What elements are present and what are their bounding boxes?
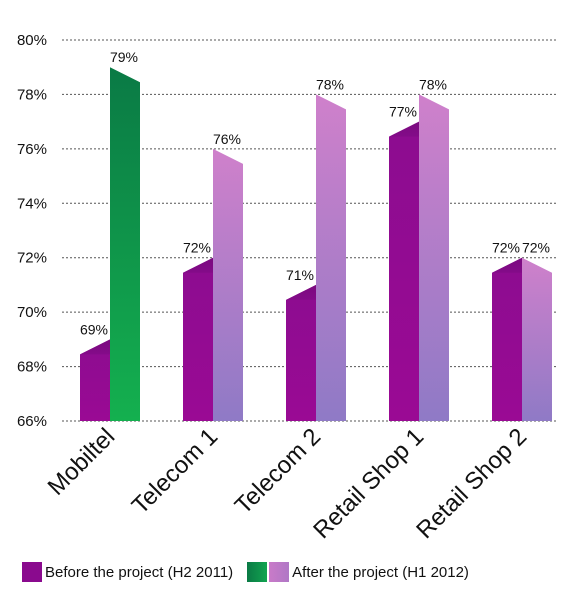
y-tick-label: 76% [17, 141, 47, 158]
legend-swatch-before [22, 562, 42, 582]
legend-swatch-after-pink [269, 562, 290, 582]
bar-after [316, 94, 346, 421]
bar-before [80, 339, 110, 421]
bar-before [492, 257, 522, 421]
y-tick-label: 68% [17, 359, 47, 376]
y-tick-label: 70% [17, 304, 47, 321]
bar-before-top [492, 257, 522, 273]
data-label-before: 69% [80, 321, 108, 337]
legend-swatch-after-green [247, 562, 268, 582]
data-label-before: 72% [183, 240, 211, 256]
data-label-after: 78% [316, 76, 344, 92]
x-tick-label: Mobiltel [43, 423, 121, 501]
bar-after [522, 257, 552, 421]
legend-label-before: Before the project (H2 2011) [45, 563, 234, 581]
bar-before-top [183, 257, 213, 273]
bar-after [213, 148, 243, 421]
legend: Before the project (H2 2011) After the p… [22, 562, 469, 582]
x-tick-label: Retail Shop 2 [411, 423, 532, 544]
x-tick-label: Telecom 2 [230, 423, 326, 519]
legend-label-after: After the project (H1 2012) [292, 563, 469, 581]
data-label-before: 77% [389, 104, 417, 120]
data-label-after: 72% [522, 240, 550, 256]
x-tick-label: Telecom 1 [127, 423, 223, 519]
bar-after-highlight [110, 67, 140, 421]
data-label-before: 71% [286, 267, 314, 283]
y-tick-label: 78% [17, 86, 47, 103]
bar-after [419, 94, 449, 421]
data-label-after: 78% [419, 76, 447, 92]
data-label-after: 79% [110, 49, 138, 65]
y-tick-label: 74% [17, 195, 47, 212]
bar-before-top [80, 339, 110, 355]
bar-before [389, 121, 419, 422]
data-label-after: 76% [213, 131, 241, 147]
bar-before-top [286, 284, 316, 300]
data-label-before: 72% [492, 240, 520, 256]
bar-before [286, 284, 316, 421]
bar-before [183, 257, 213, 421]
bar-before-top [389, 121, 419, 137]
y-tick-label: 66% [17, 413, 47, 430]
y-tick-label: 80% [17, 32, 47, 49]
y-tick-label: 72% [17, 250, 47, 267]
